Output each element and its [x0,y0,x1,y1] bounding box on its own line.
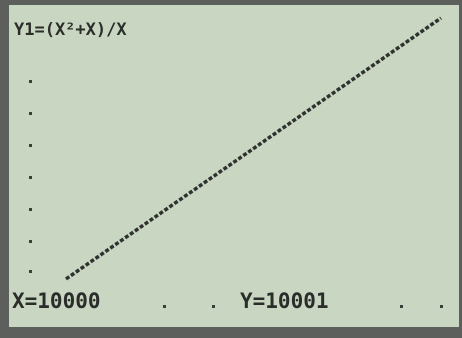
page: Y1=(X²+X)/X X=10000 Y=10001 (() => { con… [0,0,462,338]
cursor-y: Y=10001 [240,289,329,313]
cursor-x: X=10000 [12,289,101,313]
calculator-screen: Y1=(X²+X)/X X=10000 Y=10001 [0,0,462,338]
equation: Y1=(X²+X)/X [14,20,127,40]
